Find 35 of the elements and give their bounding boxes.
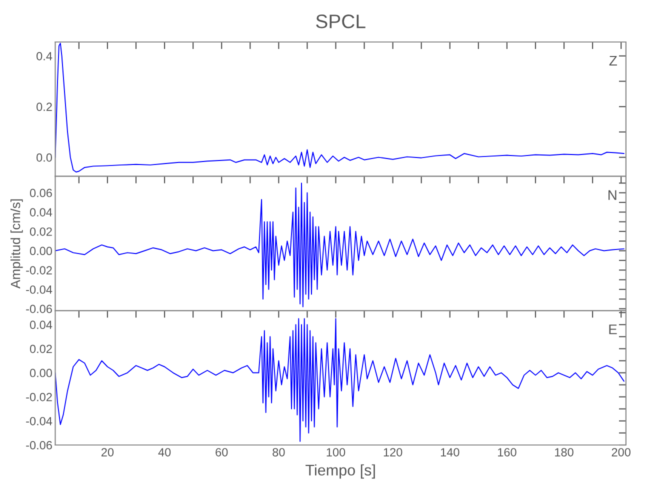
y-tick-label: -0.06 xyxy=(26,441,52,450)
y-tick-label: -0.02 xyxy=(26,392,52,402)
y-tick-label: 0.00 xyxy=(30,246,52,256)
annotation: E xyxy=(609,324,617,334)
x-tick-label: 120 xyxy=(384,448,402,456)
x-tick-label: 200 xyxy=(612,448,630,456)
x-tick-label: 60 xyxy=(216,448,228,456)
y-tick-label: 0.00 xyxy=(30,368,52,378)
x-tick-label: 140 xyxy=(440,448,460,456)
x-tick-label: 180 xyxy=(555,448,574,456)
y-tick-label: 0.02 xyxy=(30,344,52,354)
line-series xyxy=(55,182,624,308)
y-tick-label: -0.06 xyxy=(26,304,52,314)
x-axis-title: Tiempo [s] xyxy=(306,464,375,479)
annotation: N xyxy=(608,190,616,200)
x-tick-label: 40 xyxy=(158,448,171,456)
x-tick-label: 100 xyxy=(326,448,346,456)
x-tick-label: 160 xyxy=(498,448,516,456)
y-tick-label: -0.04 xyxy=(26,285,52,294)
y-tick-label: -0.02 xyxy=(26,266,52,274)
y-tick-label: 0.0 xyxy=(36,153,52,162)
y-tick-label: -0.04 xyxy=(26,416,52,426)
annotation: Z xyxy=(609,56,617,66)
y-tick-label: 0.04 xyxy=(30,208,52,216)
y-axis-title: Amplitud [cm/s] xyxy=(10,199,23,289)
chart-title: SPCL xyxy=(316,14,366,28)
y-tick-label: 0.06 xyxy=(30,188,52,198)
y-tick-label: 0.2 xyxy=(36,102,52,112)
y-tick-label: 0.02 xyxy=(30,227,52,236)
line-series xyxy=(55,42,624,173)
x-tick-label: 20 xyxy=(102,448,114,456)
line-series xyxy=(55,318,624,442)
x-tick-label: 80 xyxy=(272,448,285,456)
y-tick-label: 0.04 xyxy=(30,320,52,330)
y-tick-label: 0.4 xyxy=(36,52,52,60)
